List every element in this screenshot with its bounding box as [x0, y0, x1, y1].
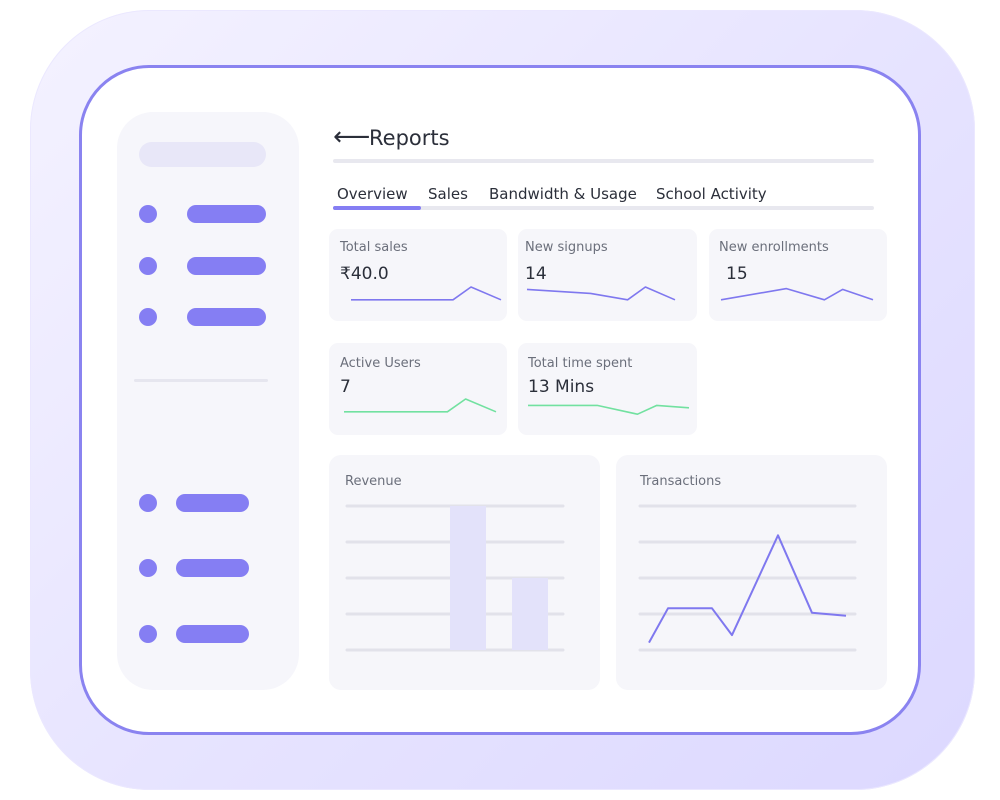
sparkline-trend	[720, 287, 874, 301]
tab-sales[interactable]: Sales	[428, 185, 468, 203]
chart-bar	[512, 578, 548, 650]
sidebar-item-4[interactable]	[139, 494, 251, 512]
sidebar-item-icon	[139, 625, 157, 643]
stat-sparkline	[526, 286, 676, 301]
sidebar-item-6[interactable]	[139, 625, 251, 643]
page-header: ⟵ Reports	[333, 118, 874, 164]
stat-card-total-sales[interactable]: Total sales ₹40.0	[329, 229, 507, 321]
sparkline-trend	[344, 398, 497, 413]
page-title: Reports	[369, 126, 450, 150]
stat-label: Active Users	[340, 356, 421, 371]
sidebar-divider	[134, 379, 268, 382]
sidebar-item-5[interactable]	[139, 559, 251, 577]
sparkline-trend	[528, 404, 690, 415]
stat-value: 13 Mins	[528, 377, 595, 397]
sidebar-item-icon	[139, 257, 157, 275]
sidebar-item-icon	[139, 308, 157, 326]
stat-label: New enrollments	[719, 240, 829, 255]
transactions-chart	[638, 504, 857, 652]
stat-card-new-signups[interactable]: New signups 14	[518, 229, 697, 321]
sidebar-item-3[interactable]	[139, 308, 266, 326]
stat-value: 7	[340, 377, 351, 397]
chart-series-line	[648, 534, 847, 644]
sidebar-item-label-placeholder	[176, 494, 249, 512]
stat-sparkline	[351, 286, 502, 301]
tab-bar: Overview Sales Bandwidth & Usage School …	[333, 180, 874, 212]
sidebar-item-icon	[139, 559, 157, 577]
sparkline-trend	[351, 286, 502, 301]
stat-sparkline	[720, 287, 874, 301]
sidebar-item-label-placeholder	[187, 257, 266, 275]
stat-card-total-time-spent[interactable]: Total time spent 13 Mins	[518, 343, 697, 435]
stat-value: 15	[726, 264, 748, 284]
stat-sparkline	[528, 404, 690, 415]
tab-bandwidth-usage[interactable]: Bandwidth & Usage	[489, 185, 637, 203]
transactions-chart-card[interactable]: Transactions	[616, 455, 887, 690]
stat-label: Total sales	[340, 240, 408, 255]
tabs-divider	[333, 206, 874, 210]
stat-value: ₹40.0	[340, 264, 389, 284]
tab-school-activity[interactable]: School Activity	[656, 185, 767, 203]
sidebar	[117, 112, 299, 690]
sidebar-item-1[interactable]	[139, 205, 266, 223]
tab-overview[interactable]: Overview	[337, 185, 408, 203]
header-divider	[333, 159, 874, 163]
sidebar-item-icon	[139, 494, 157, 512]
stat-card-new-enrollments[interactable]: New enrollments 15	[709, 229, 887, 321]
chart-title: Revenue	[345, 474, 402, 489]
sidebar-item-label-placeholder	[176, 625, 249, 643]
sidebar-item-icon	[139, 205, 157, 223]
stat-label: New signups	[525, 240, 608, 255]
chart-title: Transactions	[640, 474, 722, 489]
sidebar-item-2[interactable]	[139, 257, 266, 275]
sidebar-item-label-placeholder	[187, 205, 266, 223]
stat-value: 14	[525, 264, 547, 284]
revenue-chart	[345, 504, 565, 652]
sidebar-logo-placeholder	[139, 142, 266, 167]
sidebar-item-label-placeholder	[187, 308, 266, 326]
stat-card-active-users[interactable]: Active Users 7	[329, 343, 507, 435]
stat-label: Total time spent	[528, 356, 633, 371]
sparkline-trend	[526, 286, 676, 301]
revenue-chart-card[interactable]: Revenue	[329, 455, 600, 690]
stat-sparkline	[344, 398, 497, 413]
chart-bar	[450, 506, 486, 650]
active-tab-indicator	[333, 206, 421, 210]
sidebar-item-label-placeholder	[176, 559, 249, 577]
back-arrow-icon[interactable]: ⟵	[333, 122, 371, 152]
